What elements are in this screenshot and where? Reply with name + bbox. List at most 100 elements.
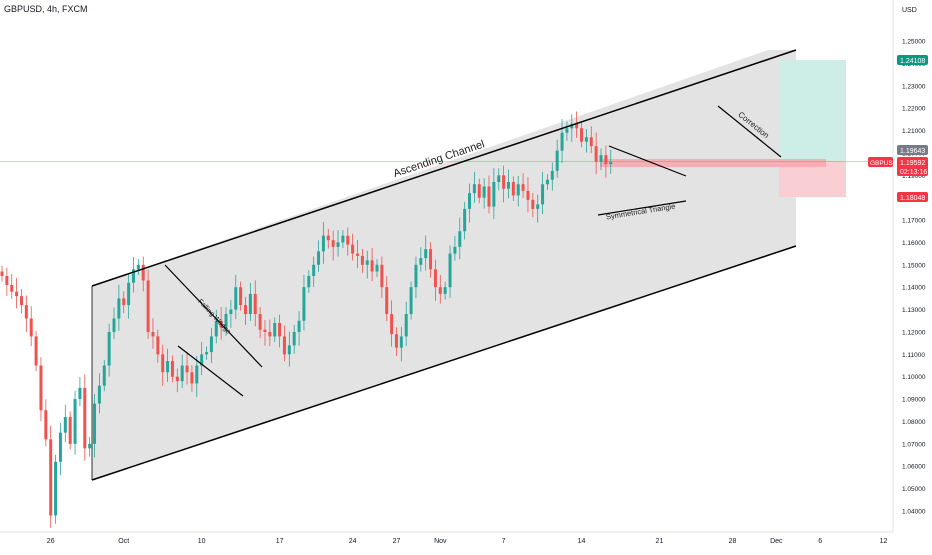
candle-body <box>429 249 433 270</box>
candle-body <box>97 385 101 404</box>
candle-body <box>584 137 588 142</box>
ascending-channel-fill <box>92 50 796 480</box>
candle <box>0 265 4 282</box>
candle <box>10 273 14 299</box>
candle-body <box>370 260 374 272</box>
candle <box>180 354 184 389</box>
candle-body <box>570 123 574 129</box>
candle <box>331 230 335 261</box>
candle <box>541 171 545 215</box>
candle-body <box>458 231 462 247</box>
candle <box>185 351 189 385</box>
x-tick-label: 17 <box>276 538 284 545</box>
candle <box>292 325 296 354</box>
candle-body <box>487 186 491 207</box>
candle <box>112 307 116 339</box>
candle-body <box>151 331 155 337</box>
candle-body <box>273 323 277 337</box>
candle <box>166 348 170 382</box>
candle-body <box>360 255 364 265</box>
tp-tag-bg <box>897 55 928 65</box>
candle <box>263 320 267 346</box>
candle <box>570 114 574 142</box>
candle-body <box>268 331 272 337</box>
triangle-upper-line <box>608 145 687 177</box>
correction-line <box>717 105 782 158</box>
candle-body <box>302 287 306 321</box>
candle <box>536 194 540 223</box>
candle <box>433 259 437 301</box>
candle-body <box>68 417 72 444</box>
candle-body <box>170 361 174 377</box>
candle <box>360 248 364 274</box>
candle <box>424 235 428 271</box>
candle-body <box>214 320 218 337</box>
candle-body <box>122 298 126 306</box>
candle <box>419 247 423 272</box>
candle-body <box>253 293 257 315</box>
candle-body <box>492 182 496 207</box>
candle <box>73 390 77 455</box>
candle <box>190 365 194 392</box>
candle-body <box>287 345 291 355</box>
candle <box>102 359 106 392</box>
candle-body <box>380 264 384 288</box>
candle-body <box>78 387 82 400</box>
candle-body <box>390 314 394 335</box>
candle <box>365 250 369 279</box>
candle <box>195 355 199 398</box>
candle-body <box>341 235 345 243</box>
candle <box>170 355 174 383</box>
y-tick-label: 1.16000 <box>902 240 926 247</box>
candle <box>477 178 481 204</box>
y-tick-label: 1.23000 <box>902 83 926 90</box>
candle-body <box>166 361 170 373</box>
candle <box>560 119 564 163</box>
candle <box>146 269 150 339</box>
candle-body <box>468 193 472 209</box>
candle-body <box>185 365 189 373</box>
candle-body <box>497 175 501 182</box>
candle-body <box>326 235 330 241</box>
x-tick-label: Nov <box>434 538 447 545</box>
candle-body <box>278 323 282 337</box>
candle-body <box>604 155 608 165</box>
candle <box>414 256 418 299</box>
candle-body <box>565 128 569 133</box>
candle <box>399 326 403 362</box>
candle <box>68 411 72 450</box>
candle <box>448 245 452 299</box>
candle <box>609 149 613 174</box>
y-tick-label: 1.09000 <box>902 397 926 404</box>
candle-body <box>83 387 87 449</box>
y-tick-label: 1.19000 <box>902 173 926 180</box>
candle <box>516 175 520 207</box>
candle-body <box>54 461 58 516</box>
candle-body <box>609 161 613 165</box>
candle <box>385 276 389 321</box>
x-tick-label: 26 <box>47 538 55 545</box>
candle-body <box>521 184 525 191</box>
y-tick-label: 1.17000 <box>902 218 926 225</box>
candle <box>409 281 413 320</box>
candle <box>321 222 325 264</box>
candle-body <box>409 287 413 315</box>
triangle-lower-line <box>597 200 687 216</box>
candle <box>24 295 28 333</box>
candle <box>234 274 238 320</box>
candle-body <box>477 184 481 198</box>
candle-body <box>472 184 476 194</box>
candle <box>438 274 442 304</box>
candle-body <box>526 190 530 200</box>
candle-body <box>234 287 238 310</box>
candle <box>127 273 131 319</box>
candle <box>214 309 218 344</box>
candle-body <box>224 314 228 328</box>
candle <box>302 274 306 331</box>
x-tick-label: 6 <box>818 538 822 545</box>
last-tag-bg <box>897 157 928 176</box>
candle <box>312 256 316 287</box>
candle-body <box>516 184 520 196</box>
